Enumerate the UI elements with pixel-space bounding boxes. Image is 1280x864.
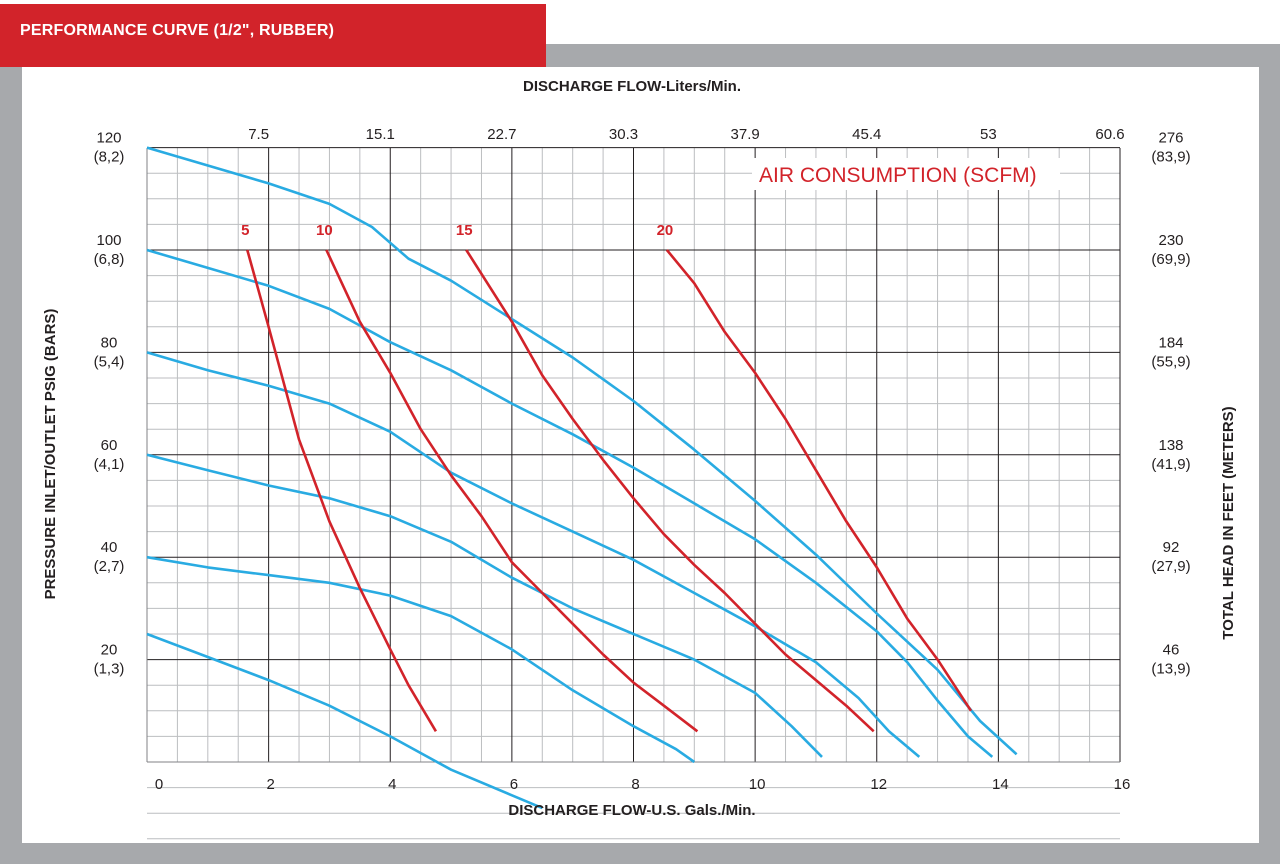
top-tick-label: 45.4 (852, 126, 881, 143)
right-axis-label: TOTAL HEAD IN FEET (METERS) (1220, 406, 1237, 639)
air-curve-label: 15 (456, 222, 473, 239)
y-tick-label: 40 (101, 539, 118, 556)
performance-curve (146, 632, 543, 810)
y-axis-label: PRESSURE INLET/OUTLET PSIG (BARS) (42, 309, 59, 600)
x-tick-label: 4 (388, 776, 396, 793)
air-consumption-curve (665, 249, 973, 712)
right-tick-label-meters: (55,9) (1151, 353, 1190, 370)
top-tick-label: 22.7 (487, 126, 516, 143)
top-tick-label: 53 (980, 126, 997, 143)
tick-labels: 0 2 4 6 8 10 12 14 167.5 15.1 22.7 30.3 37.9 45.4 53 60… (94, 126, 1191, 793)
top-tick-label: 30.3 (609, 126, 638, 143)
x-tick-label: 14 (992, 776, 1009, 793)
y-tick-label: 60 (101, 437, 118, 454)
top-tick-label: 7.5 (248, 126, 269, 143)
air-consumption-curve (325, 249, 699, 733)
right-tick-label: 276 (1158, 130, 1183, 147)
y-tick-label-bar: (8,2) (94, 149, 125, 166)
right-tick-label-meters: (13,9) (1151, 661, 1190, 678)
x-tick-label: 10 (749, 776, 766, 793)
right-tick-label-meters: (83,9) (1151, 149, 1190, 166)
top-tick-label: 60.6 (1095, 126, 1124, 143)
x-tick-label: 12 (870, 776, 887, 793)
top-tick-label: 37.9 (731, 126, 760, 143)
x-tick-label: 0 (155, 776, 163, 793)
performance-curve (146, 555, 696, 764)
performance-curve (146, 453, 823, 758)
right-tick-label-meters: (41,9) (1151, 456, 1190, 473)
y-tick-label-bar: (6,8) (94, 251, 125, 268)
right-tick-label-meters: (69,9) (1151, 251, 1190, 268)
y-tick-label-bar: (4,1) (94, 456, 125, 473)
grid (146, 147, 1121, 840)
air-consumption-annotation: AIR CONSUMPTION (SCFM) (759, 164, 1037, 187)
performance-curve (146, 248, 994, 758)
performance-curves (146, 146, 1018, 810)
x-tick-label: 16 (1114, 776, 1131, 793)
air-consumption-curve (246, 249, 438, 732)
title-bar: PERFORMANCE CURVE (1/2", RUBBER) (0, 4, 546, 67)
y-tick-label: 120 (96, 130, 121, 147)
performance-curve (146, 351, 921, 758)
x-tick-label: 8 (631, 776, 639, 793)
right-tick-label: 138 (1158, 437, 1183, 454)
x-tick-label: 6 (510, 776, 518, 793)
right-tick-label: 46 (1163, 642, 1180, 659)
right-tick-label-meters: (27,9) (1151, 558, 1190, 575)
right-tick-label: 230 (1158, 232, 1183, 249)
y-tick-label-bar: (1,3) (94, 661, 125, 678)
air-consumption-curve (465, 249, 875, 733)
air-consumption-curves: 5 10 15 20 (241, 222, 973, 733)
y-tick-label-bar: (2,7) (94, 558, 125, 575)
top-axis-label: DISCHARGE FLOW-Liters/Min. (523, 78, 741, 95)
top-tick-label: 15.1 (366, 126, 395, 143)
right-tick-label: 92 (1163, 539, 1180, 556)
right-tick-label: 184 (1158, 334, 1183, 351)
air-curve-label: 20 (657, 222, 674, 239)
annotation-background (752, 158, 1060, 190)
y-tick-label: 80 (101, 334, 118, 351)
page-title: PERFORMANCE CURVE (1/2", RUBBER) (20, 22, 335, 39)
y-tick-label-bar: (5,4) (94, 353, 125, 370)
y-tick-label: 100 (96, 232, 121, 249)
y-tick-label: 20 (101, 642, 118, 659)
x-tick-label: 2 (266, 776, 274, 793)
performance-curve (146, 146, 1018, 756)
x-axis-label: DISCHARGE FLOW-U.S. Gals./Min. (508, 802, 755, 819)
air-curve-label: 10 (316, 222, 333, 239)
air-curve-label: 5 (241, 222, 249, 239)
